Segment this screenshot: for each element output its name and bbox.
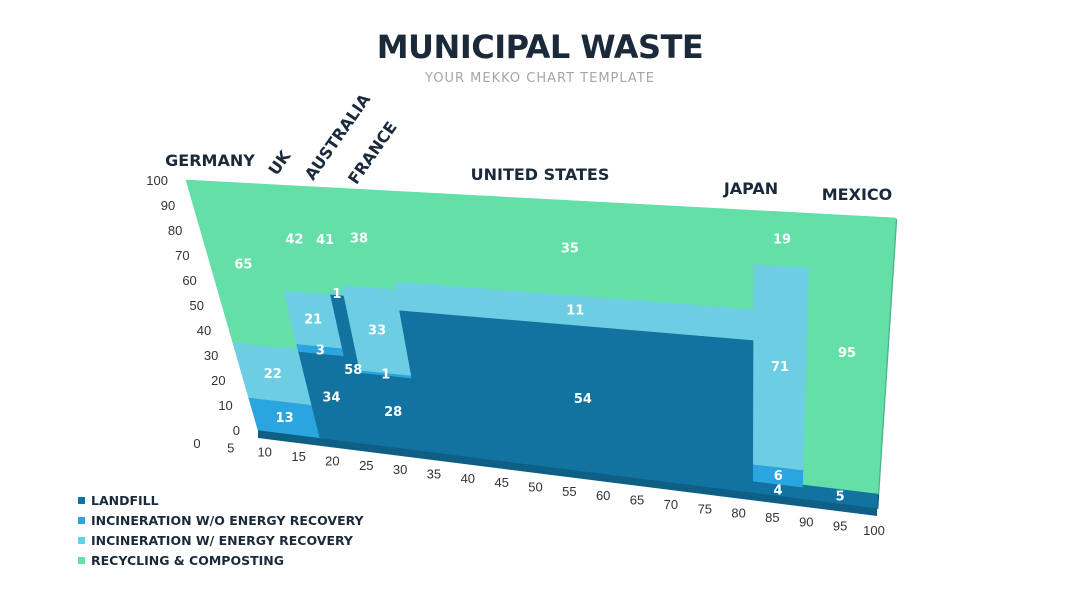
segment-label-uk-3: 42 [285, 232, 303, 247]
x-tick-label: 60 [596, 488, 610, 503]
segment-side-mexico-3 [878, 218, 898, 496]
x-tick-label: 80 [731, 506, 745, 521]
legend-item-incineration-w-energy-recovery: INCINERATION W/ ENERGY RECOVERY [78, 530, 364, 550]
segment-label-united-states-3: 35 [561, 241, 579, 256]
x-tick-label: 75 [698, 501, 712, 516]
segment-label-germany-3: 65 [234, 257, 252, 272]
y-tick-label: 90 [161, 198, 175, 213]
x-tick-label: 35 [427, 466, 441, 481]
x-tick-label: 95 [833, 519, 847, 534]
x-tick-label: 65 [630, 493, 644, 508]
segment-label-australia-2: 1 [332, 287, 341, 302]
y-tick-label: 80 [168, 223, 182, 238]
x-tick-label: 20 [325, 453, 339, 468]
country-label-united-states: UNITED STATES [471, 165, 610, 184]
x-tick-label: 30 [393, 462, 407, 477]
legend-label: INCINERATION W/ ENERGY RECOVERY [91, 532, 353, 548]
chart-subtitle: YOUR MEKKO CHART TEMPLATE [425, 71, 655, 86]
y-tick-label: 100 [146, 173, 168, 188]
x-tick-label: 5 [227, 440, 234, 455]
country-label-mexico: MEXICO [822, 185, 892, 204]
segment-label-uk-2: 21 [304, 313, 322, 328]
x-tick-label: 40 [461, 471, 475, 486]
segment-label-japan-1: 6 [774, 469, 783, 484]
y-tick-label: 20 [211, 373, 225, 388]
legend-label: INCINERATION W/O ENERGY RECOVERY [91, 512, 364, 528]
segment-label-france-3: 38 [350, 232, 368, 247]
legend-swatch [78, 496, 85, 504]
segment-label-uk-1: 3 [316, 343, 325, 358]
x-tick-label: 85 [765, 510, 779, 525]
y-tick-label: 10 [218, 398, 232, 413]
legend-item-landfill: LANDFILL [78, 490, 364, 510]
segment-label-germany-2: 22 [264, 367, 282, 382]
legend-swatch [78, 516, 85, 524]
segment-label-germany-1: 13 [276, 411, 294, 426]
legend-label: RECYCLING & COMPOSTING [91, 552, 284, 568]
legend-swatch [78, 556, 85, 564]
segment-label-united-states-2: 11 [566, 304, 584, 319]
y-tick-label: 0 [233, 423, 240, 438]
y-tick-label: 70 [175, 248, 189, 263]
y-tick-label: 60 [182, 273, 196, 288]
segment-label-japan-0: 4 [773, 483, 782, 498]
country-label-uk: UK [264, 147, 294, 179]
segment-label-united-states-0: 54 [574, 392, 592, 407]
x-tick-label: 10 [257, 445, 271, 460]
segment-label-france-1: 1 [381, 368, 390, 383]
segment-side-mexico-0 [877, 493, 880, 510]
chart-base-edge [258, 430, 877, 516]
x-tick-label: 90 [799, 514, 813, 529]
y-tick-label: 40 [197, 323, 211, 338]
x-tick-label: 100 [863, 523, 885, 538]
x-tick-label: 50 [528, 480, 542, 495]
x-tick-label: 45 [494, 475, 508, 490]
segment-label-france-0: 28 [384, 405, 402, 420]
y-tick-label: 30 [204, 348, 218, 363]
segment-label-mexico-3: 95 [838, 346, 856, 361]
x-tick-label: 25 [359, 458, 373, 473]
chart-legend: LANDFILL INCINERATION W/O ENERGY RECOVERY… [78, 490, 364, 570]
y-tick-label: 50 [190, 298, 204, 313]
x-tick-label: 0 [193, 436, 200, 451]
x-tick-label: 55 [562, 484, 576, 499]
segment-label-mexico-0: 5 [836, 490, 845, 505]
legend-item-incineration-w-o-energy-recovery: INCINERATION W/O ENERGY RECOVERY [78, 510, 364, 530]
segment-label-uk-0: 34 [322, 391, 340, 406]
legend-item-recycling-composting: RECYCLING & COMPOSTING [78, 550, 364, 570]
segment-label-france-2: 33 [368, 324, 386, 339]
country-label-germany: GERMANY [165, 151, 255, 170]
x-tick-label: 15 [291, 449, 305, 464]
country-label-japan: JAPAN [723, 179, 778, 198]
legend-swatch [78, 536, 85, 544]
legend-label: LANDFILL [91, 492, 159, 508]
chart-title: MUNICIPAL WASTE [376, 28, 704, 66]
segment-label-japan-2: 71 [771, 360, 789, 375]
segment-label-japan-3: 19 [773, 232, 791, 247]
x-tick-label: 70 [664, 497, 678, 512]
segment-label-australia-3: 41 [316, 233, 334, 248]
segment-label-australia-0: 58 [344, 363, 362, 378]
